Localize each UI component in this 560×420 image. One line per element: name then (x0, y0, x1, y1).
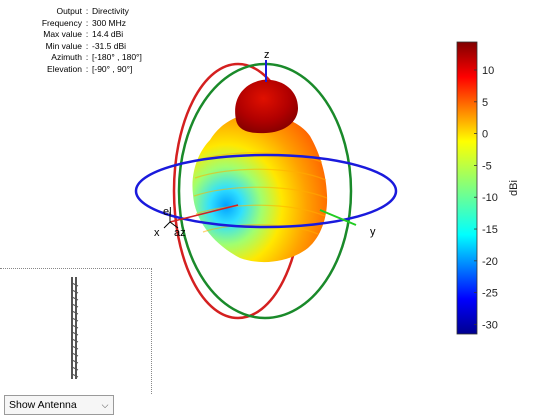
info-key: Max value (43, 29, 82, 39)
antenna-preview-panel (0, 268, 152, 394)
x-axis-label: x (154, 227, 160, 239)
colorbar-tick-label: -10 (482, 192, 498, 204)
chevron-down-icon[interactable]: ⌵ (101, 399, 109, 410)
colorbar-tick-label: 5 (482, 97, 488, 109)
dropdown-selected-label: Show Antenna (9, 399, 77, 411)
colorbar-title: dBi (508, 180, 520, 196)
x-axis (169, 204, 239, 223)
info-separator: : (85, 17, 89, 28)
el-axis-label: el (163, 206, 172, 218)
info-value: Directivity (92, 6, 129, 16)
az-axis-label: az (174, 227, 186, 239)
pattern-info-panel: Output: Directivity Frequency:300 MHz Max v… (2, 6, 142, 75)
info-value: [-90° , 90°] (92, 63, 133, 74)
y-axis-label: y (370, 226, 376, 238)
info-row: Elevation: [-90° , 90°] (2, 64, 142, 76)
colorbar-tick-label: -20 (482, 256, 498, 268)
azimuth-circle (134, 153, 398, 229)
info-separator: : (85, 40, 89, 51)
info-value: [-180° , 180°] (92, 52, 142, 62)
info-key: Azimuth (51, 52, 82, 62)
info-key: Elevation (47, 63, 82, 74)
info-row: Min value: -31.5 dBi (2, 41, 142, 53)
y-axis (319, 209, 357, 226)
colorbar-tick-label: 0 (482, 129, 488, 141)
info-separator: : (85, 29, 89, 39)
info-separator: : (85, 6, 89, 16)
info-key: Min value (45, 40, 82, 51)
info-key: Frequency (41, 17, 82, 28)
info-key: Output (56, 6, 82, 16)
colorbar (456, 41, 478, 335)
info-row: Frequency:300 MHz (2, 18, 142, 30)
colorbar-tick-label: -5 (482, 160, 492, 172)
antenna-element (71, 277, 79, 379)
info-row: Output: Directivity (2, 6, 142, 18)
colorbar-ticks: 10 5 0 -5 -10 -15 -20 -25 -30 (474, 65, 498, 331)
info-value: 14.4 dBi (92, 29, 124, 39)
colorbar-tick-label: -30 (482, 319, 498, 331)
info-value: 300 MHz (92, 17, 127, 28)
orientation-triad (163, 212, 179, 229)
info-separator: : (85, 52, 89, 62)
colorbar-tick-label: -25 (482, 288, 498, 300)
info-row: Azimuth: [-180° , 180°] (2, 52, 142, 64)
colorbar-tick-label: -15 (482, 224, 498, 236)
antenna-display-dropdown[interactable]: Show Antenna ⌵ (4, 395, 114, 415)
top-lobe (235, 79, 298, 134)
z-axis-label: z (264, 49, 270, 61)
info-separator: : (85, 63, 89, 74)
info-value: -31.5 dBi (92, 40, 127, 51)
pattern-surface (192, 79, 328, 263)
info-row: Max value:14.4 dBi (2, 29, 142, 41)
colorbar-tick-label: 10 (482, 65, 494, 77)
